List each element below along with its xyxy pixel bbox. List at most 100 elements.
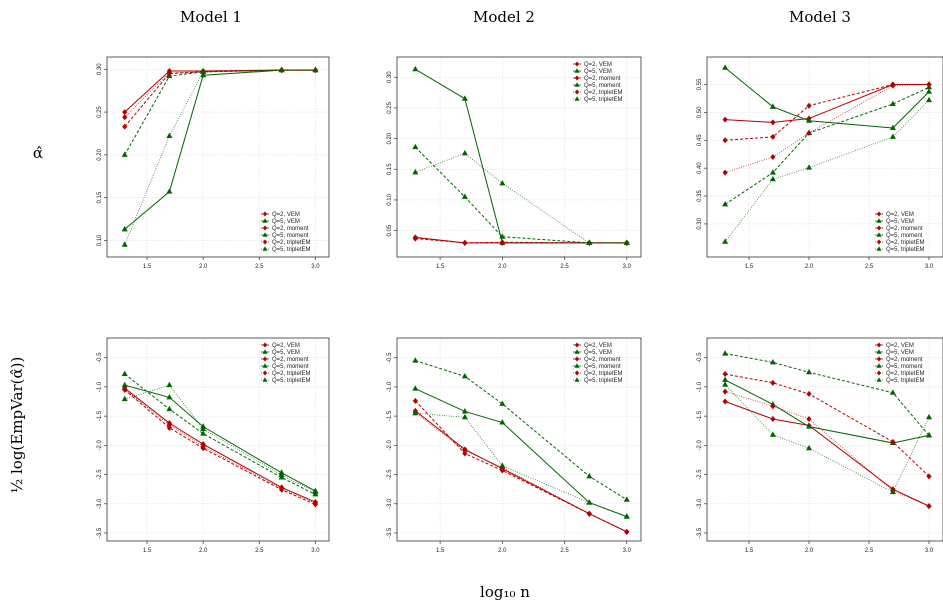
data-point [623, 513, 630, 519]
data-point [770, 416, 776, 423]
legend-entry: Q=2, VEM [886, 343, 914, 349]
legend-marker [262, 349, 268, 354]
x-tick-label: 1.5 [745, 548, 754, 554]
y-tick-label: 0.40 [697, 162, 703, 174]
legend-entry: Q=5, moment [886, 364, 923, 370]
x-tick-label: 1.5 [436, 264, 445, 270]
data-point [166, 421, 172, 428]
series-line [124, 373, 316, 495]
data-point [806, 130, 812, 137]
legend-marker [574, 377, 580, 382]
legend-marker [262, 225, 268, 231]
data-point [586, 499, 593, 505]
plot-frame [396, 56, 642, 258]
data-point [121, 370, 128, 377]
data-point [412, 385, 419, 391]
data-point [770, 379, 776, 386]
legend-entry: Q=5, moment [584, 364, 621, 370]
data-point [890, 82, 896, 89]
legend-entry: Q=2, moment [272, 357, 309, 363]
x-axis-label: log₁₀ n [480, 583, 530, 601]
legend-marker [574, 82, 580, 87]
y-tick-label: -0.5 [97, 352, 103, 363]
data-point [722, 381, 729, 387]
legend-marker [262, 356, 268, 362]
series-line [415, 410, 627, 533]
legend-entry: Q=2, moment [272, 226, 309, 232]
row-label-log-empvar: ½ log(EmpVar(α̂)) [8, 357, 26, 494]
legend-entry: Q=2, tripletEM [584, 371, 623, 377]
data-point [312, 488, 319, 495]
data-point [586, 510, 592, 517]
y-tick-label: -3.0 [97, 498, 103, 509]
data-point [769, 175, 776, 182]
legend-marker [574, 342, 580, 348]
x-tick-label: 3.0 [311, 548, 320, 554]
legend-entry: Q=5, moment [272, 364, 309, 370]
data-point [722, 116, 728, 123]
series-line [414, 146, 627, 244]
series-line [415, 152, 627, 244]
y-tick-label: -1.5 [387, 410, 393, 421]
data-point [722, 398, 728, 405]
y-tick-label: 0.15 [387, 163, 393, 175]
legend-entry: Q=5, tripletEM [584, 97, 623, 103]
data-point [412, 357, 419, 363]
data-point [586, 239, 593, 245]
y-tick-label: -1.0 [697, 381, 703, 392]
data-point [586, 472, 593, 479]
legend-marker [574, 370, 580, 376]
series-line [124, 388, 316, 504]
y-tick-label: -0.5 [387, 352, 393, 363]
column-title-model-1: Model 1 [180, 8, 242, 26]
panel-1: 1.5 2.0 2.5 3.0 0.10 0.15 0.20 0.25 0.30 Q=2, VEM… [97, 56, 330, 270]
y-tick-label: 0.25 [97, 106, 103, 118]
legend-entry: Q=2, moment [584, 357, 621, 363]
x-tick-label: 2.0 [199, 264, 208, 270]
data-point [889, 124, 896, 131]
data-point [200, 68, 207, 74]
plot-frame [706, 56, 943, 258]
data-point [722, 376, 729, 382]
data-point [121, 151, 128, 157]
x-tick-label: 2.0 [498, 264, 507, 270]
data-point [166, 69, 172, 76]
data-point [122, 109, 128, 116]
y-tick-label: 0.30 [97, 63, 103, 75]
panel-4: 1.5 2.0 2.5 3.0 -3.5 -3.0 -2.5 -2.0 -1.5 -1.0 -0.5… [97, 337, 330, 554]
series-line [724, 401, 930, 507]
legend-marker [574, 363, 580, 368]
data-point [722, 371, 728, 378]
x-tick-label: 3.0 [925, 548, 934, 554]
series-line [725, 373, 930, 477]
x-tick-label: 1.5 [143, 548, 152, 554]
x-tick-label: 3.0 [623, 264, 632, 270]
legend-marker [574, 96, 580, 101]
y-tick-label: 0.50 [697, 106, 703, 118]
legend-entry: Q=5, tripletEM [886, 247, 925, 253]
y-tick-label: 0.25 [387, 101, 393, 113]
series-line [724, 67, 930, 129]
data-point [122, 123, 128, 130]
legend-entry: Q=2, VEM [584, 62, 612, 68]
data-point [624, 528, 630, 535]
x-tick-label: 3.0 [311, 264, 320, 270]
data-point [461, 408, 468, 414]
legend-marker [574, 89, 580, 95]
y-tick-label: 0.20 [387, 132, 393, 144]
legend-entry: Q=2, tripletEM [886, 240, 925, 246]
series-line [724, 379, 930, 444]
data-point [166, 188, 173, 194]
legend-marker [876, 349, 882, 354]
x-tick-label: 2.5 [255, 548, 264, 554]
data-point [412, 65, 419, 72]
data-point [722, 169, 728, 176]
data-point [889, 100, 896, 107]
data-point [461, 372, 468, 379]
legend-marker [876, 211, 882, 217]
plot-frame [396, 337, 642, 542]
panel-2: 1.5 2.0 2.5 3.0 0.05 0.10 0.15 0.20 0.25 0.30 Q=2,… [387, 56, 642, 270]
legend-entry: Q=2, moment [584, 76, 621, 82]
data-point [623, 496, 630, 502]
legend-marker [574, 61, 580, 67]
